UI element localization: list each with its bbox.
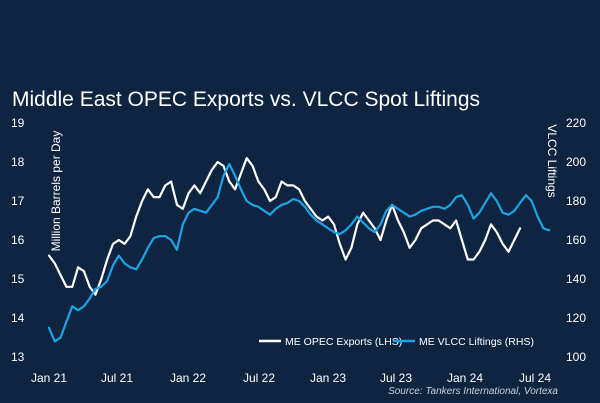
y-left-tick-label: 18 <box>11 155 25 169</box>
legend-label-liftings: ME VLCC Liftings (RHS) <box>419 336 534 348</box>
y-right-tick-label: 220 <box>566 116 586 130</box>
x-tick-label: Jul 23 <box>380 371 412 385</box>
y-right-tick-label: 160 <box>566 233 586 247</box>
y-right-tick-label: 200 <box>566 155 586 169</box>
x-tick-label: Jul 24 <box>519 371 551 385</box>
x-tick-label: Jan 23 <box>310 371 346 385</box>
y-right-axis-title: VLCC Liftings <box>545 124 559 197</box>
source-note: Source: Tankers International, Vortexa <box>388 386 558 397</box>
y-left-tick-label: 15 <box>11 272 25 286</box>
series-line-liftings <box>47 162 551 343</box>
y-left-tick-label: 13 <box>11 350 25 364</box>
y-right-tick-label: 180 <box>566 194 586 208</box>
y-left-axis-title: Million Barrels per Day <box>49 131 63 252</box>
y-right-tick-label: 140 <box>566 272 586 286</box>
x-tick-label: Jul 21 <box>101 371 133 385</box>
y-left-tick-label: 17 <box>11 194 25 208</box>
x-tick-label: Jan 21 <box>31 371 67 385</box>
y-left-tick-label: 16 <box>11 233 25 247</box>
y-left-tick-label: 14 <box>11 311 25 325</box>
series-line-exports <box>47 157 522 296</box>
y-left-tick-label: 19 <box>11 116 25 130</box>
x-tick-label: Jan 24 <box>447 371 483 385</box>
x-tick-label: Jul 22 <box>243 371 275 385</box>
y-right-tick-label: 120 <box>566 311 586 325</box>
chart-title: Middle East OPEC Exports vs. VLCC Spot L… <box>12 88 481 111</box>
legend-label-exports: ME OPEC Exports (LHS) <box>285 336 402 348</box>
y-right-tick-label: 100 <box>566 350 586 364</box>
x-tick-label: Jan 22 <box>170 371 206 385</box>
